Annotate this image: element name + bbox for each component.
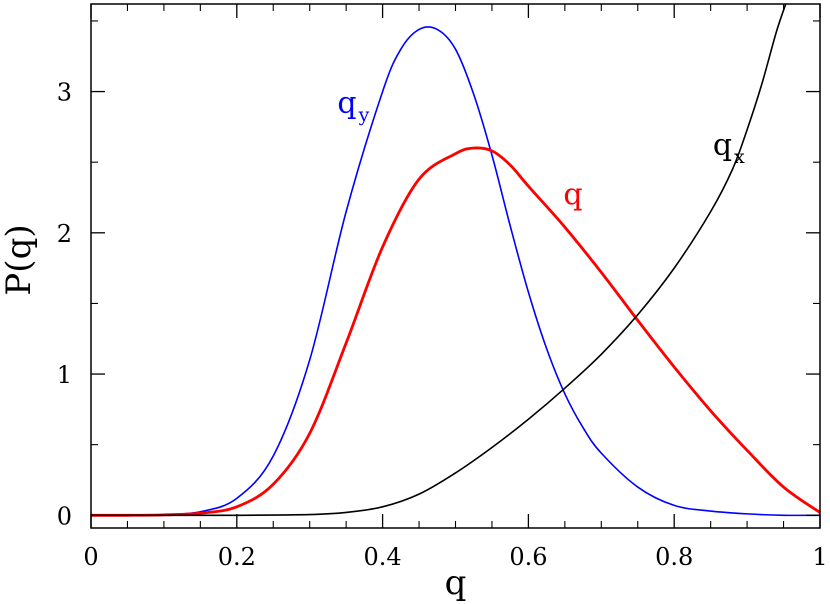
plot-frame [90, 3, 821, 529]
x-tick-label: 0.4 [364, 543, 402, 571]
x-tick-label: 0.6 [509, 543, 547, 571]
x-axis-title: q [445, 563, 467, 603]
labels-layer: 0 0.2 0.4 0.6 0.8 1 0 1 2 3 q y q q x [57, 79, 828, 571]
y-tick-label: 3 [57, 79, 72, 107]
y-axis-title: P(q) [0, 224, 39, 295]
series-line-q-x [90, 3, 787, 517]
x-tick-label: 1 [812, 543, 827, 571]
series-layer [90, 3, 821, 517]
series-label-subscript: x [734, 146, 745, 168]
ticks-layer [90, 4, 821, 528]
series-label-subscript: y [358, 104, 370, 126]
y-tick-label: 1 [57, 361, 72, 389]
series-label-q: q [563, 178, 582, 213]
y-tick-label: 2 [57, 220, 72, 248]
x-tick-label: 0.2 [218, 543, 256, 571]
x-tick-label: 0 [83, 543, 98, 571]
x-tick-label: 0.8 [655, 543, 693, 571]
series-line-q [90, 146, 821, 517]
series-line-q-y [90, 26, 821, 517]
y-tick-label: 0 [57, 502, 72, 530]
